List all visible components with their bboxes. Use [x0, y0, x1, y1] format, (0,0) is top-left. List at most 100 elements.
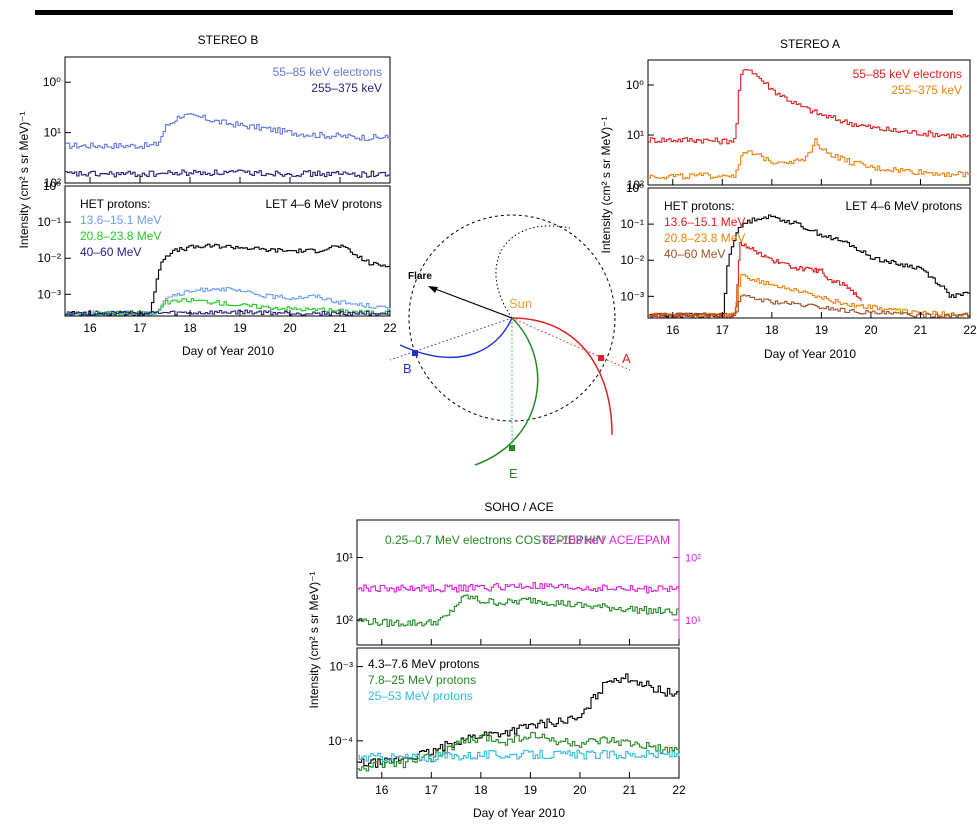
y-axis-label: Intensity (cm² s sr MeV)⁻¹ — [599, 116, 613, 253]
y-tick-label: 10² — [336, 613, 353, 627]
x-tick-label: 21 — [914, 323, 928, 337]
y-tick-label: 10⁻³ — [37, 287, 61, 301]
x-tick-label: 19 — [815, 323, 829, 337]
b-label: B — [403, 361, 412, 376]
y-tick-label: 10⁻¹ — [37, 215, 61, 229]
sun-label: Sun — [509, 296, 532, 311]
x-axis-label: Day of Year 2010 — [182, 344, 274, 358]
right-y-tick-label: 10² — [685, 553, 701, 565]
right-y-tick-label: 10¹ — [685, 615, 701, 627]
series-line-40-60-mev — [648, 294, 971, 318]
x-axis-label: Day of Year 2010 — [473, 806, 565, 820]
y-axis-label: Intensity (cm² s sr MeV)⁻¹ — [307, 571, 321, 708]
chart-title: STEREO A — [780, 37, 840, 51]
legend-let: LET 4–6 MeV protons — [265, 197, 382, 211]
x-tick-label: 16 — [666, 323, 680, 337]
legend-epam: 62–103 keV ACE/EPAM — [542, 533, 670, 547]
a-sightline — [511, 317, 631, 371]
x-tick-label: 16 — [83, 321, 97, 335]
chart-stereo-b: STEREO B Intensity (cm² s sr MeV)⁻¹ 10⁰1… — [17, 33, 397, 358]
y-tick-label: 10⁰ — [626, 181, 644, 195]
x-tick-label: 19 — [524, 783, 538, 797]
y-tick-label: 10¹ — [627, 128, 644, 142]
earth-field-line-dotted — [495, 225, 571, 319]
y-tick-label: 10⁰ — [626, 78, 644, 92]
series-line-255-375-kev — [65, 169, 391, 178]
x-tick-label: 20 — [283, 321, 297, 335]
y-tick-label: 10⁰ — [43, 75, 61, 89]
x-tick-label: 17 — [425, 783, 439, 797]
x-tick-label: 21 — [623, 783, 637, 797]
series-line-40-60-mev — [65, 309, 391, 316]
y-tick-label: 10⁻¹ — [620, 217, 644, 231]
series-line-255-375-kev — [648, 138, 971, 180]
series-line-62-103-kev-ace-epam — [357, 581, 680, 594]
chart-title: STEREO B — [198, 33, 259, 47]
x-axis-label: Day of Year 2010 — [764, 347, 856, 361]
series-line-20-8-23-8-mev — [648, 273, 971, 318]
y-tick-label: 10¹ — [44, 126, 61, 140]
x-tick-label: 17 — [133, 321, 147, 335]
x-tick-label: 22 — [963, 323, 977, 337]
series-line-25-53-mev-protons — [357, 749, 680, 763]
y-axis-label: Intensity (cm² s sr MeV)⁻¹ — [17, 111, 31, 248]
chart-stereo-a: STEREO A Intensity (cm² s sr MeV)⁻¹ 10⁰1… — [599, 37, 977, 361]
x-tick-label: 17 — [716, 323, 730, 337]
flare-arrowhead — [428, 286, 438, 293]
y-tick-label: 10⁻³ — [620, 289, 644, 303]
y-tick-label: 10² — [627, 178, 644, 192]
x-tick-label: 18 — [765, 323, 779, 337]
series-line-55-85-kev-electrons — [648, 68, 971, 145]
flare-arrow — [429, 286, 513, 319]
a-label: A — [622, 351, 631, 366]
x-tick-label: 19 — [233, 321, 247, 335]
top-rule — [35, 10, 953, 15]
y-tick-label: 10⁻³ — [329, 660, 353, 674]
panel-frame-electrons — [64, 56, 391, 184]
legend-electrons-55-85: 55–85 keV electrons — [853, 67, 962, 81]
legend-het-13-15: 13.6–15.1 MeV — [80, 213, 161, 227]
legend-electrons-55-85: 55–85 keV electrons — [273, 65, 382, 79]
panel-frame-protons — [356, 647, 680, 779]
panel-frame-electrons — [647, 59, 971, 186]
legend-costep-electrons: 0.25–0.7 MeV electrons COSTEP/EPHIN — [385, 533, 604, 547]
legend-let: LET 4–6 MeV protons — [845, 199, 962, 213]
legend-electrons-255-375: 255–375 keV — [891, 83, 962, 97]
chart-title: SOHO / ACE — [484, 500, 553, 514]
y-tick-label: 10¹ — [336, 551, 353, 565]
legend-het-header: HET protons: — [664, 199, 734, 213]
y-tick-label: 10⁻² — [620, 253, 644, 267]
x-tick-label: 22 — [672, 783, 686, 797]
orbit-circle — [408, 214, 616, 422]
legend-het-20-23: 20.8–23.8 MeV — [664, 231, 745, 245]
b-sightline — [389, 317, 513, 361]
y-tick-label: 10² — [44, 176, 61, 190]
a-marker — [598, 355, 604, 361]
legend-electrons-255-375: 255–375 keV — [311, 81, 382, 95]
legend-het-20-23: 20.8–23.8 MeV — [80, 229, 161, 243]
x-tick-label: 20 — [864, 323, 878, 337]
e-marker — [509, 445, 515, 451]
legend-het-header: HET protons: — [80, 197, 150, 211]
x-tick-label: 22 — [383, 321, 397, 335]
legend-het-40-60: 40–60 MeV — [80, 245, 141, 259]
e-label: E — [509, 466, 518, 481]
series-line-55-85-kev-electrons — [65, 113, 391, 150]
spacecraft-diagram: Flare B A E Sun — [389, 214, 631, 481]
x-tick-label: 18 — [474, 783, 488, 797]
flare-label: Flare — [408, 271, 432, 282]
legend-protons-4-7: 4.3–7.6 MeV protons — [368, 657, 479, 671]
y-tick-label: 10⁻⁴ — [328, 734, 353, 748]
series-line-0-25-0-7-mev-electrons-costep-ephin — [357, 594, 680, 627]
legend-protons-25-53: 25–53 MeV protons — [368, 689, 473, 703]
chart-soho-ace: SOHO / ACE Intensity (cm² s sr MeV)⁻¹ 10… — [307, 500, 701, 820]
x-tick-label: 20 — [573, 783, 587, 797]
y-tick-label: 10⁻² — [37, 251, 61, 265]
x-tick-label: 21 — [333, 321, 347, 335]
panel-frame-protons — [64, 185, 391, 317]
y-tick-label: 10⁰ — [43, 179, 61, 193]
legend-het-40-60: 40–60 MeV — [664, 247, 725, 261]
legend-het-13-15: 13.6–15.1 MeV — [664, 215, 745, 229]
x-tick-label: 18 — [183, 321, 197, 335]
e-field-line — [474, 317, 539, 466]
